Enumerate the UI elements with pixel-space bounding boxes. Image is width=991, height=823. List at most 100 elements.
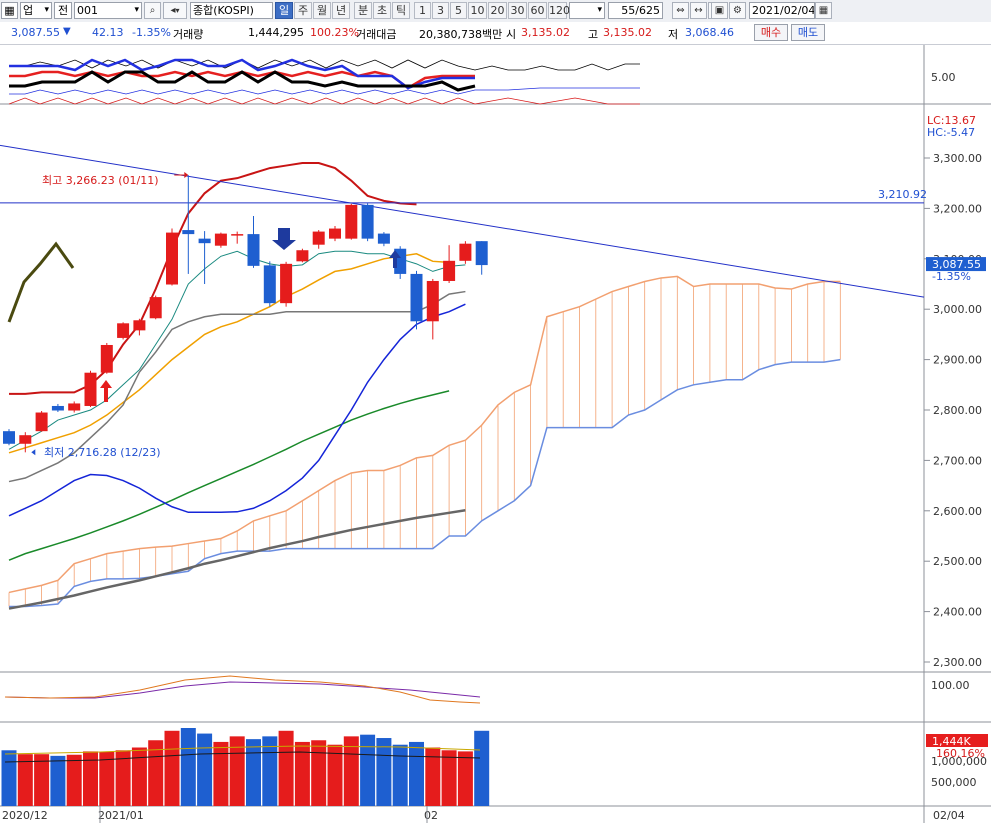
speaker-icon[interactable]: ◂▾ <box>163 2 187 19</box>
candle-body <box>296 250 309 262</box>
current-change-label: -1.35% <box>932 270 971 283</box>
candle-body <box>51 405 64 411</box>
candle-body <box>443 260 456 281</box>
volume-bar <box>262 736 278 806</box>
leading-span-a <box>8 275 841 594</box>
volume-bar <box>278 730 294 806</box>
toolbar: ▦ 업 ▾ 전 001 ▾ ⌕ ◂▾ 종합(KOSPI) 일 주 월 년 분 초… <box>0 0 991 23</box>
amount-value: 20,380,738백만 <box>419 28 503 41</box>
gear-icon[interactable]: ⚙ <box>729 2 746 19</box>
period-minute-tab[interactable]: 분 <box>354 2 372 19</box>
low-label: 저 <box>668 28 679 41</box>
candle-body <box>166 232 178 285</box>
period-tick-tab[interactable]: 틱 <box>392 2 410 19</box>
period-year-tab[interactable]: 년 <box>332 2 350 19</box>
volume-bar <box>66 754 82 806</box>
y-axis-label: 3,200.00 <box>933 202 982 215</box>
y-axis-label: 2,400.00 <box>933 606 982 619</box>
volume-bar <box>99 751 115 806</box>
y-axis-label: 2,800.00 <box>933 404 982 417</box>
x-axis-label: 2021/01 <box>98 809 144 822</box>
x-axis-label: 02 <box>424 809 438 822</box>
current-price-label: 3,087.55 <box>932 258 981 271</box>
period-week-tab[interactable]: 주 <box>294 2 312 19</box>
down-arrow-icon: ▼ <box>63 26 71 37</box>
candle-body <box>68 403 81 411</box>
previous-button[interactable]: 전 <box>54 2 72 19</box>
buy-button[interactable]: 매수 <box>754 24 788 41</box>
volume-bar <box>376 738 392 806</box>
high-label: 고 <box>588 28 599 41</box>
current-price-tag <box>926 257 986 272</box>
chevron-down-icon: ▾ <box>597 5 602 15</box>
y-axis-label: 3,300.00 <box>933 152 982 165</box>
resistance-label: 3,210.92 <box>878 188 927 201</box>
symbol-name: 종합(KOSPI) <box>190 2 273 19</box>
volume-bar <box>457 751 473 806</box>
interval-button[interactable]: 3 <box>432 2 449 19</box>
interval-button[interactable]: 1 <box>414 2 431 19</box>
volume-bar <box>197 733 213 806</box>
indicator-fragment <box>7 241 75 323</box>
date-field[interactable]: 2021/02/04 <box>749 2 815 19</box>
volume-bar <box>294 741 310 806</box>
market-select[interactable]: 업 ▾ <box>20 2 52 19</box>
interval-button[interactable]: 60 <box>528 2 547 19</box>
grid-menu-icon[interactable]: ▦ <box>1 2 18 19</box>
custom-interval-input[interactable]: ▾ <box>569 2 605 19</box>
period-day-tab[interactable]: 일 <box>275 2 293 19</box>
volume-bar <box>441 750 457 806</box>
chevron-down-icon: ▾ <box>134 5 139 15</box>
amount-label: 거래대금 <box>356 28 397 41</box>
candle-body <box>280 263 293 304</box>
ma-120-line <box>8 509 466 610</box>
volume-bar <box>50 755 66 806</box>
volume-bar <box>246 739 261 806</box>
code-input[interactable]: 001 ▾ <box>74 2 142 19</box>
ma-20-line <box>8 303 466 517</box>
high-annotation: 최고 3,266.23 (01/11) <box>42 174 159 187</box>
y-axis-label: 2,500.00 <box>933 555 982 568</box>
candle-body <box>263 265 276 304</box>
period-second-tab[interactable]: 초 <box>373 2 391 19</box>
candle-body <box>214 233 227 246</box>
interval-button[interactable]: 20 <box>488 2 507 19</box>
zoom-out-icon[interactable]: ↔ <box>690 2 707 19</box>
chevron-down-icon: ▾ <box>175 6 180 15</box>
candle-body <box>149 297 162 319</box>
save-icon[interactable]: ▣ <box>711 2 728 19</box>
y-axis-label: 2,700.00 <box>933 454 982 467</box>
candle-body <box>475 241 488 266</box>
low-annotation: 최저 2,716.28 (12/23) <box>44 446 161 459</box>
price-chart[interactable]: 3,210.92 최고 3,266.23 (01/11) 최저 2,716.28… <box>0 45 991 823</box>
low-arrow-head <box>31 449 36 456</box>
signal-arrow <box>389 250 401 268</box>
open-label: 시 <box>506 28 517 41</box>
volume-bar <box>115 750 131 806</box>
count-field[interactable]: 55/625 <box>608 2 663 19</box>
search-icon[interactable]: ⌕ <box>144 2 161 19</box>
current-price: 3,087.55 <box>11 26 60 39</box>
y-axis-label: 2,600.00 <box>933 505 982 518</box>
interval-button[interactable]: 120 <box>548 2 570 19</box>
candle-body <box>459 243 472 261</box>
volume-bar <box>164 730 180 806</box>
interval-button[interactable]: 10 <box>468 2 487 19</box>
volume-bar <box>83 751 98 806</box>
candle-body <box>329 228 341 239</box>
zoom-in-icon[interactable]: ⇔ <box>672 2 689 19</box>
sell-button[interactable]: 매도 <box>791 24 825 41</box>
interval-button[interactable]: 5 <box>450 2 467 19</box>
candle-body <box>3 431 15 444</box>
y-axis-label: 3,000.00 <box>933 303 982 316</box>
volume-axis-label: 500,000 <box>931 776 977 789</box>
chevron-down-icon: ▾ <box>44 5 49 15</box>
ma-60-line <box>8 390 450 561</box>
market-value: 업 <box>23 4 34 17</box>
volume-bar <box>180 728 196 806</box>
calendar-icon[interactable]: ▦ <box>815 2 832 19</box>
volume-bar <box>1 750 17 806</box>
candle-body <box>410 273 423 322</box>
period-month-tab[interactable]: 월 <box>313 2 331 19</box>
interval-button[interactable]: 30 <box>508 2 527 19</box>
